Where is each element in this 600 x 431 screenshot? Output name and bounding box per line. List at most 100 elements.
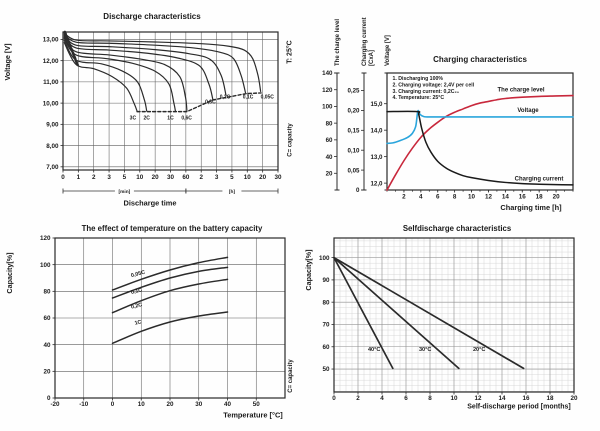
series-2C: [63, 39, 148, 112]
x-axis-title: Charging time [h]: [500, 203, 562, 212]
chart-title: The effect of temperature on the battery…: [82, 224, 263, 233]
axis-tick-label: 80: [326, 120, 333, 127]
x-tick-label: 0: [332, 395, 336, 402]
curve-label: 30°C: [419, 347, 432, 353]
series-0,1C: [111, 266, 229, 299]
axis-tick-label: 0,20: [347, 108, 360, 115]
x-tick-label: 10: [468, 194, 476, 201]
x-tick-label: 6: [404, 395, 408, 402]
series-0,05C: [63, 32, 262, 93]
x-tick-label: 10: [138, 401, 146, 408]
panel-charging-characteristics: 2 4 6 8 10 12 14 16 18 20 20 40 60 80 100 120 140 The cha…: [300, 0, 600, 215]
y-tick-label: 80: [322, 299, 330, 306]
series-3C: [63, 42, 138, 112]
x-tick-label: 30: [195, 401, 203, 408]
note-line: 1. Discharging 100%: [393, 76, 444, 82]
series-1C: [111, 311, 229, 345]
x-tick-label: 8: [453, 194, 457, 201]
panel-discharge-characteristics: 0 1 2 3 5 10 20 30 60 2 3 5 10 20 30 13,00 12,00 11,00 10,…: [0, 0, 300, 215]
series-0,6C: [63, 36, 188, 112]
x-tick-label: 30: [167, 174, 175, 181]
temperature-effect-chart: -20 -10 0 10 20 30 40 50 0 20 40 60 80 100 120 0,05C 0,1…: [5, 224, 294, 420]
axis-title: The charge level: [335, 19, 341, 66]
axis-tick-label: 13,0: [370, 154, 383, 161]
panel-temperature-effect: -20 -10 0 10 20 30 40 50 0 20 40 60 80 100 120 0,05C 0,1…: [0, 215, 300, 431]
axis-tick-label: 0,15: [347, 128, 360, 135]
curve-label: 0,1C: [130, 287, 143, 295]
axis-tick-label: 0,05: [347, 167, 360, 174]
axis-tick-label: 60: [326, 137, 333, 144]
curve-label: 2C: [143, 116, 150, 122]
x-tick-label: 10: [450, 395, 458, 402]
x-axis-title: Temperature [°C]: [223, 411, 283, 420]
series-0,2C: [111, 278, 229, 314]
axis-tick-label: 12,0: [370, 180, 383, 187]
x-tick-label: 50: [253, 401, 261, 408]
y-tick-label: 9,00: [46, 122, 59, 129]
y-tick-label: 100: [319, 255, 330, 262]
x-tick-label: 6: [436, 194, 440, 201]
axis-tick-label: 140: [322, 70, 333, 77]
x-tick-label: 20: [166, 401, 174, 408]
y-tick-label: 13,00: [43, 37, 59, 44]
x-tick-label: 18: [546, 395, 554, 402]
series-the-charge-level: [386, 94, 574, 191]
note-line: 4. Temperature: 25°C: [393, 95, 445, 101]
axis-title: Charging current: [362, 17, 368, 66]
series-40C: [333, 256, 394, 370]
curve-label: 40°C: [368, 347, 381, 353]
series-label-charging-current: Charging current: [515, 177, 564, 183]
x-tick-label: 18: [536, 194, 544, 201]
curve-label: 0,6C: [181, 116, 192, 122]
y-tick-label: 50: [322, 366, 330, 373]
y-tick-label: 60: [43, 315, 51, 322]
x-tick-label: 60: [182, 174, 190, 181]
axis-tick-label: 0,10: [347, 147, 360, 154]
series-1C: [63, 37, 177, 112]
curve-label: 0,05C: [130, 270, 146, 279]
x-tick-label: 14: [498, 395, 506, 402]
y-axis-title: Voltage [V]: [3, 43, 12, 80]
y-tick-label: 90: [322, 277, 330, 284]
x-tick-label: 0: [61, 174, 65, 181]
curve-label: 0,1C: [243, 94, 254, 100]
x-tick-label: 12: [474, 395, 482, 402]
y-tick-label: 11,00: [43, 79, 59, 86]
axis-tick-label: 40: [326, 154, 333, 161]
x-tick-label: 10: [244, 174, 252, 181]
y-axis-title: Capacity[%]: [5, 252, 14, 293]
unit-bracket-label: [h]: [229, 189, 236, 195]
x-tick-label: -10: [79, 401, 89, 408]
axis-tick-label: 15,0: [370, 101, 383, 108]
axis-tick-label: 100: [322, 104, 333, 111]
x-tick-label: 4: [380, 395, 384, 402]
c-capacity-label: C= capacity: [288, 359, 294, 393]
axis-tick-label: 0,25: [347, 88, 360, 95]
curve-label: 20°C: [473, 347, 486, 353]
note-line: 2. Charging voltage: 2,4V per cell: [393, 82, 475, 88]
y-tick-label: 40: [43, 342, 51, 349]
series-label-charge-level: The charge level: [497, 88, 544, 94]
note-line: 3. Charging current: 0,2C₂₀: [393, 89, 460, 95]
x-tick-label: 16: [522, 395, 530, 402]
panel-selfdischarge-characteristics: 0 2 4 6 8 10 12 14 16 18 20 50 60 70 80 90 100 40°C 30°C 20…: [300, 215, 600, 431]
y-tick-label: 100: [40, 262, 51, 269]
x-tick-label: 2: [356, 395, 360, 402]
x-tick-label: -20: [50, 401, 60, 408]
y-tick-label: 7,00: [46, 164, 59, 171]
x-tick-label: 5: [230, 174, 234, 181]
curve-label: 1C: [134, 319, 142, 326]
x-tick-label: 1: [77, 174, 81, 181]
series-0,1C: [63, 33, 247, 94]
series-voltage: [386, 109, 574, 145]
series-0,05C: [111, 256, 229, 291]
x-tick-label: 2: [402, 194, 406, 201]
series-cutoff-line: [136, 92, 262, 113]
series-initial-drop: [63, 30, 79, 67]
chart-title: Selfdischarge characteristics: [403, 224, 512, 233]
x-tick-label: 40: [224, 401, 232, 408]
x-tick-label: 30: [274, 174, 282, 181]
curve-label: 3C: [130, 116, 137, 122]
